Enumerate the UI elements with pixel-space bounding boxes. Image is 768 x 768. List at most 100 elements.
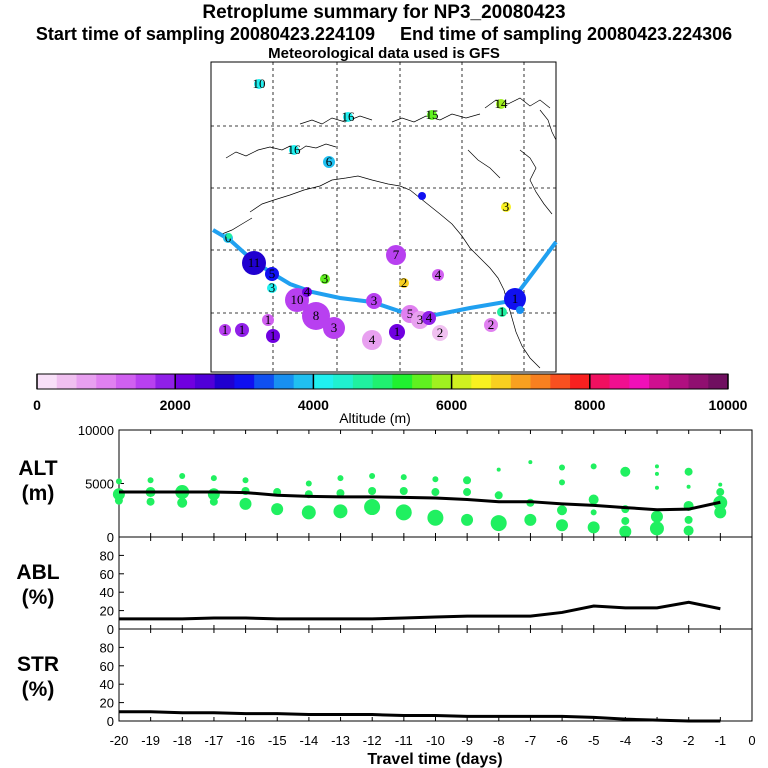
y-tick-label: 40 xyxy=(100,585,114,600)
colorbar-swatch xyxy=(313,374,334,389)
altitude-cluster-point xyxy=(239,497,252,510)
map-cluster-marker xyxy=(323,317,345,339)
altitude-cluster-point xyxy=(684,467,693,476)
map-cluster-marker xyxy=(302,302,330,330)
altitude-cluster-point xyxy=(650,510,663,523)
panel-unit: (%) xyxy=(22,678,55,701)
altitude-cluster-point xyxy=(496,467,501,472)
end-time-label: End time of sampling 20080423.224306 xyxy=(400,24,733,44)
altitude-cluster-point xyxy=(524,513,537,526)
colorbar-swatch xyxy=(491,374,512,389)
altitude-cluster-point xyxy=(179,473,186,480)
altitude-cluster-point xyxy=(177,497,188,508)
y-tick-label: 5000 xyxy=(85,477,114,492)
altitude-cluster-point xyxy=(654,471,659,476)
coastline-west-coast xyxy=(399,185,541,369)
x-tick-label: -12 xyxy=(363,733,382,748)
altitude-cluster-point xyxy=(364,499,381,516)
x-tick-label: -11 xyxy=(395,733,413,748)
map-cluster-label: 11 xyxy=(248,255,261,270)
x-tick-label: -15 xyxy=(268,733,287,748)
colorbar-tick-label: 10000 xyxy=(709,397,748,413)
colorbar-swatch xyxy=(234,374,255,389)
altitude-cluster-point xyxy=(368,486,377,495)
altitude-cluster-point xyxy=(490,515,507,532)
altitude-cluster-point xyxy=(395,504,412,521)
map-cluster-label: 1 xyxy=(512,291,519,306)
map-cluster-label: 16 xyxy=(288,142,302,157)
map-cluster-marker xyxy=(501,202,511,212)
y-tick-label: 0 xyxy=(107,622,114,637)
map-cluster-label: 3 xyxy=(503,199,510,214)
colorbar-swatch xyxy=(629,374,650,389)
altitude-cluster-point xyxy=(147,477,154,484)
colorbar-swatch xyxy=(273,374,295,389)
panel-frame xyxy=(118,628,753,722)
map-cluster-label: 4 xyxy=(426,310,433,325)
x-tick-label: -3 xyxy=(651,733,663,748)
map-cluster-marker xyxy=(422,311,436,325)
altitude-cluster-point xyxy=(649,521,664,536)
map-cluster-marker xyxy=(496,99,506,109)
colorbar-tick-label: 6000 xyxy=(436,397,467,413)
x-tick-label: -6 xyxy=(556,733,568,748)
altitude-cluster-point xyxy=(242,477,249,484)
map-cluster-label: 6 xyxy=(326,154,333,169)
colorbar-swatch xyxy=(194,374,216,389)
map-cluster-marker xyxy=(362,330,382,350)
map-cluster-marker xyxy=(484,318,498,332)
map-cluster-marker xyxy=(497,307,507,317)
altitude-cluster-point xyxy=(590,509,597,516)
altitude-cluster-point xyxy=(115,478,122,485)
colorbar-swatch xyxy=(372,374,393,389)
colorbar-swatch xyxy=(668,374,690,389)
coastline-arctic-island xyxy=(299,115,373,125)
start-time-label: Start time of sampling 20080423.224109 xyxy=(35,24,375,44)
altitude-cluster-point xyxy=(461,513,474,526)
altitude-cluster-point xyxy=(559,479,565,486)
colorbar-swatch xyxy=(96,374,117,389)
str-line xyxy=(119,710,721,723)
map-cluster-label: 1 xyxy=(222,322,229,337)
colorbar-tick-label: 8000 xyxy=(574,397,605,413)
map-cluster-marker xyxy=(399,278,409,288)
x-tick-label: -13 xyxy=(331,733,350,748)
altitude-cluster-point xyxy=(369,473,376,480)
altitude-cluster-point xyxy=(590,463,597,470)
map-cluster-label: 10 xyxy=(253,76,266,91)
altitude-colorbar: 0 2000 4000 6000 8000 10000 Altitude (m) xyxy=(33,373,748,426)
colorbar-swatch xyxy=(550,374,571,389)
x-axis-label: Travel time (days) xyxy=(367,751,502,768)
altitude-cluster-point xyxy=(431,488,440,497)
map-cluster-label: 3 xyxy=(371,293,378,308)
coastline-lake xyxy=(467,149,501,179)
altitude-cluster-point xyxy=(301,505,316,520)
altitude-cluster-point xyxy=(588,494,599,505)
x-tick-label: -8 xyxy=(493,733,505,748)
map-cluster-label: 7 xyxy=(393,247,400,262)
colorbar-swatch xyxy=(175,374,196,389)
coastline-north-slope xyxy=(225,143,337,159)
coastline-alaska xyxy=(249,175,401,213)
altitude-cluster-point xyxy=(210,475,217,482)
colorbar-swatch xyxy=(333,374,354,389)
colorbar-tick-label: 0 xyxy=(33,397,41,413)
colorbar-swatch xyxy=(76,374,97,389)
x-tick-label: -1 xyxy=(715,733,727,748)
panel-frame xyxy=(118,536,753,630)
altitude-cluster-point xyxy=(432,476,439,483)
page-title: Retroplume summary for NP3_20080423 xyxy=(202,2,566,23)
map-cluster-marker xyxy=(266,329,280,343)
altitude-cluster-point xyxy=(463,488,472,497)
altitude-cluster-point xyxy=(684,515,693,524)
y-tick-label: 20 xyxy=(100,604,114,619)
altitude-cluster-point xyxy=(620,466,631,477)
y-tick-label: 0 xyxy=(107,714,114,729)
colorbar-swatch xyxy=(688,374,709,389)
x-tick-label: -2 xyxy=(683,733,695,748)
altitude-cluster-point xyxy=(654,485,659,490)
altitude-cluster-point xyxy=(528,460,533,465)
x-tick-label: -5 xyxy=(588,733,600,748)
altitude-cluster-point xyxy=(654,464,659,469)
map-cluster-marker xyxy=(427,110,437,120)
